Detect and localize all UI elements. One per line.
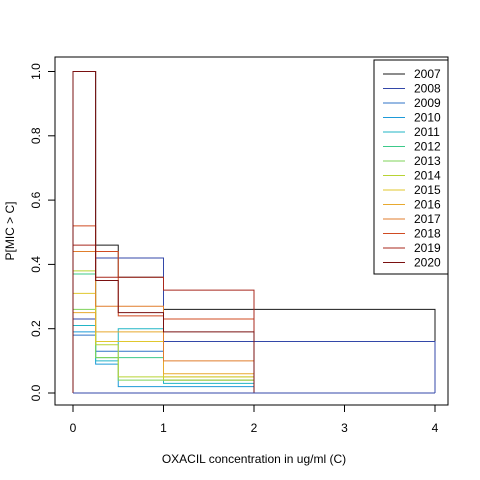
x-axis: 0 1 2 3 4 xyxy=(70,404,439,435)
legend-label-2008: 2008 xyxy=(414,82,441,96)
legend-label-2018: 2018 xyxy=(414,227,441,241)
y-tick-label: 0.0 xyxy=(29,384,43,401)
x-tick-label: 2 xyxy=(251,421,258,435)
legend-label-2016: 2016 xyxy=(414,198,441,212)
legend-label-2010: 2010 xyxy=(414,111,441,125)
legend-label-2015: 2015 xyxy=(414,183,441,197)
legend-label-2020: 2020 xyxy=(414,256,441,270)
series-line-2020 xyxy=(72,71,435,394)
legend-label-2013: 2013 xyxy=(414,154,441,168)
legend-box xyxy=(373,59,449,275)
y-tick-label: 1.0 xyxy=(29,63,43,80)
series-layer xyxy=(72,71,436,394)
y-axis: 0.0 0.2 0.4 0.6 0.8 1.0 xyxy=(29,63,56,401)
y-tick-label: 0.8 xyxy=(29,127,43,144)
series-line-2008 xyxy=(72,257,436,393)
legend-label-2019: 2019 xyxy=(414,241,441,255)
y-tick-label: 0.4 xyxy=(29,256,43,273)
legend-label-2007: 2007 xyxy=(414,67,441,81)
legend-label-2014: 2014 xyxy=(414,169,441,183)
x-tick-label: 4 xyxy=(432,421,439,435)
y-tick-label: 0.2 xyxy=(29,320,43,337)
x-tick-label: 0 xyxy=(70,421,77,435)
legend: 2007200820092010201120122013201420152016… xyxy=(373,59,449,275)
x-tick-label: 3 xyxy=(341,421,348,435)
legend-label-2009: 2009 xyxy=(414,96,441,110)
legend-label-2012: 2012 xyxy=(414,140,441,154)
x-axis-label: OXACIL concentration in ug/ml (C) xyxy=(162,452,346,466)
y-tick-label: 0.6 xyxy=(29,191,43,208)
legend-label-2011: 2011 xyxy=(414,125,440,139)
x-tick-label: 1 xyxy=(160,421,167,435)
y-axis-label: P[MIC > C] xyxy=(3,201,17,260)
legend-label-2017: 2017 xyxy=(414,212,441,226)
